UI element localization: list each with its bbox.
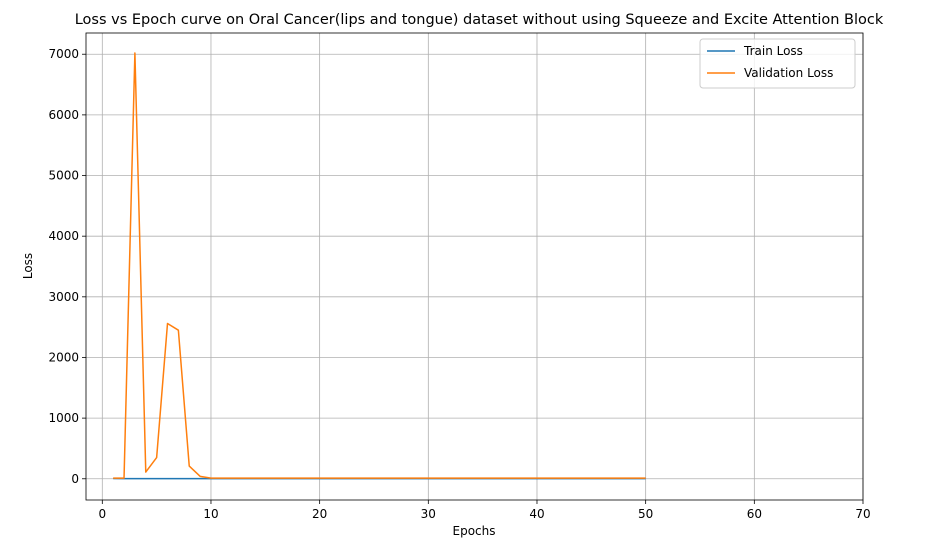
y-tick-label: 2000 — [48, 350, 79, 364]
plot-frame — [85, 32, 864, 501]
y-tick-label: 1000 — [48, 411, 79, 425]
y-axis-ticks: 0 1000 2000 3000 4000 5000 6000 7000 — [48, 47, 86, 486]
x-tick-label: 10 — [203, 507, 218, 521]
x-tick-label: 20 — [312, 507, 327, 521]
grid-lines — [86, 33, 864, 500]
legend: Train Loss Validation Loss — [699, 38, 856, 89]
legend-label-train-loss: Train Loss — [743, 44, 803, 58]
y-tick-label: 6000 — [48, 108, 79, 122]
legend-label-validation-loss: Validation Loss — [744, 66, 833, 80]
x-axis-label: Epochs — [453, 524, 496, 538]
x-tick-label: 30 — [421, 507, 436, 521]
y-axis-label: Loss — [21, 253, 35, 279]
x-tick-label: 50 — [638, 507, 653, 521]
y-tick-label: 0 — [71, 472, 79, 486]
x-tick-label: 40 — [529, 507, 544, 521]
y-tick-label: 4000 — [48, 229, 79, 243]
x-axis-ticks: 0 10 20 30 40 50 60 70 — [98, 500, 871, 521]
x-tick-label: 60 — [747, 507, 762, 521]
legend-box — [699, 38, 856, 89]
series-line-validation-loss — [113, 52, 646, 479]
y-tick-label: 7000 — [48, 47, 79, 61]
x-tick-label: 70 — [855, 507, 870, 521]
y-tick-label: 5000 — [48, 169, 79, 183]
y-tick-label: 3000 — [48, 290, 79, 304]
series-layer — [113, 52, 646, 480]
chart-title: Loss vs Epoch curve on Oral Cancer(lips … — [75, 12, 884, 28]
x-tick-label: 0 — [98, 507, 106, 521]
